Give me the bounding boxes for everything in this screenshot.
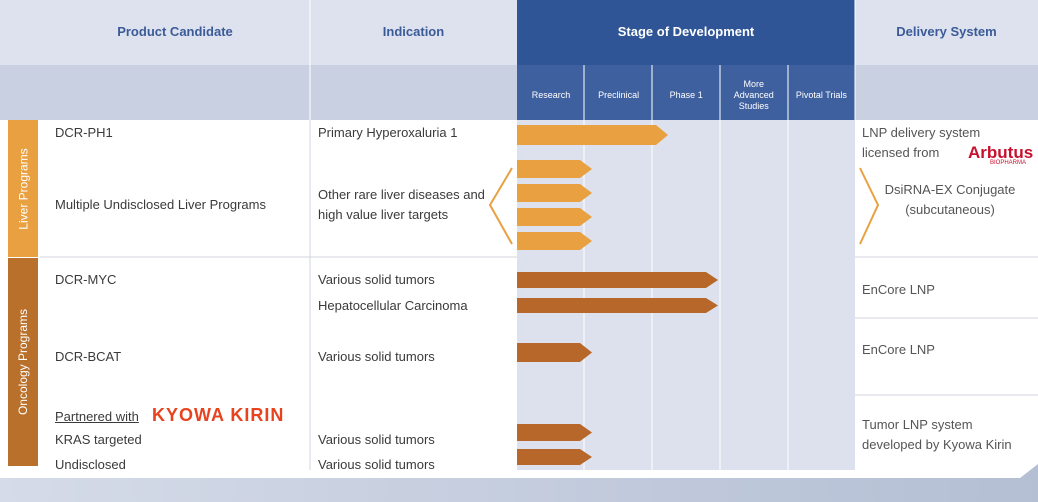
partner-logo: KYOWA KIRIN (152, 405, 285, 425)
group-strip (8, 258, 38, 466)
stage-body-bg (517, 120, 855, 470)
product: DCR-PH1 (55, 125, 113, 140)
delivery: LNP delivery system licensed from (862, 125, 981, 160)
product: Multiple Undisclosed Liver Programs (55, 197, 266, 212)
progress-arrow (517, 343, 592, 362)
stage-header-bg (517, 0, 855, 65)
product: DCR-BCAT (55, 349, 122, 364)
indication: Other rare liver diseases and high value… (318, 187, 485, 222)
column-header: Product Candidate (117, 24, 233, 39)
progress-arrow (517, 272, 718, 288)
progress-arrow (517, 298, 718, 313)
stage-subheader-bg (517, 65, 855, 120)
stage-label: Research (531, 89, 571, 100)
timeline-bar (0, 464, 1038, 502)
group-label: Liver Programs (16, 147, 30, 230)
indication: Various solid tumors (318, 432, 435, 447)
column-header: Delivery System (896, 24, 997, 39)
group-strip (8, 120, 38, 257)
delivery: DsiRNA-EX Conjugate (subcutaneous) (884, 182, 1016, 217)
progress-arrow (517, 125, 668, 145)
progress-arrow (517, 424, 592, 441)
bracket (488, 167, 880, 245)
progress-arrow (517, 208, 592, 226)
stage-label: Preclinical (598, 89, 640, 100)
product: KRAS targeted (55, 432, 142, 447)
delivery: Tumor LNP system developed by Kyowa Kiri… (862, 417, 1012, 452)
indication: Hepatocellular Carcinoma (318, 298, 468, 313)
indication: Various solid tumors (318, 457, 435, 472)
stage-label: More Advanced Studies (733, 78, 774, 111)
indication: Various solid tumors (318, 349, 435, 364)
progress-arrow (517, 184, 592, 202)
column-header: Indication (382, 24, 445, 39)
delivery: EnCore LNP (862, 342, 935, 357)
progress-arrow (517, 449, 592, 465)
delivery: EnCore LNP (862, 282, 935, 297)
row-lines (40, 120, 1038, 470)
progress-arrow (517, 160, 592, 178)
indication: Primary Hyperoxaluria 1 (318, 125, 458, 140)
product: Undisclosed (55, 457, 126, 472)
product: DCR-MYC (55, 272, 117, 287)
group-label: Oncology Programs (16, 308, 30, 416)
product: Partnered with (55, 409, 139, 424)
licensor-logo-tag: BIOPHARMA (990, 160, 1027, 166)
indication: Various solid tumors (318, 272, 435, 287)
licensor-logo: Arbutus (968, 143, 1034, 162)
stage-label: Phase 1 (669, 89, 703, 100)
stage-label: Pivotal Trials (795, 89, 847, 100)
column-header: Stage of Development (617, 24, 755, 39)
progress-arrow (517, 232, 592, 250)
